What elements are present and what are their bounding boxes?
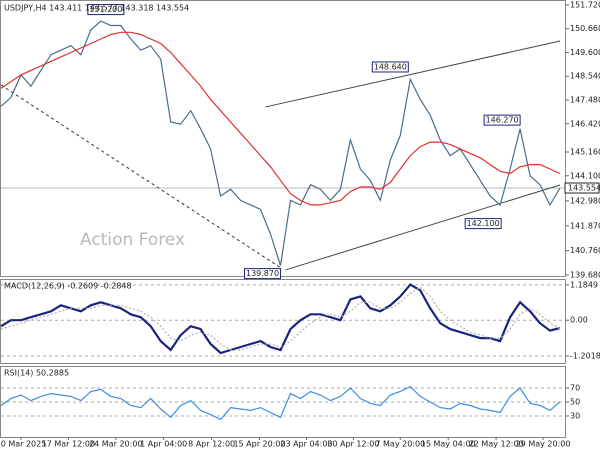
panel-title: USDJPY,H4 143.411 143.577 143.318 143.55… [4,4,189,13]
y-tick-label: 146.420 [570,119,600,128]
y-tick-label: 151.720 [570,0,600,9]
y-tick-label: 50 [570,398,580,407]
y-tick-label: 141.870 [570,221,600,230]
x-tick-label: 10 Mar 2025 [0,440,46,449]
annotation-box [371,61,409,73]
last-price-label: 143.554 [568,184,600,193]
y-tick-label: 30 [570,412,580,421]
annotation-label: 142.100 [467,219,500,228]
x-tick-label: 8 Apr 12:00 [188,440,235,449]
y-tick-label: 150.660 [570,24,600,33]
annotation-label: 148.640 [374,62,407,71]
series-line [0,20,561,266]
annotation-box [464,218,502,230]
series-line [0,283,561,355]
annotation-box [483,114,521,126]
y-tick-label: 149.600 [570,48,600,57]
x-tick-label: 7 May 20:00 [375,440,425,449]
y-tick-label: 145.160 [570,148,600,157]
series-line [0,286,561,351]
main-panel-frame [0,0,566,277]
y-tick-label: 70 [570,384,580,393]
last-price-box [564,182,600,194]
x-tick-label: 29 May 20:00 [516,440,571,449]
y-tick-label: 142.980 [570,196,600,205]
x-tick-label: 17 Mar 12:00 [42,440,95,449]
x-tick-label: 15 Apr 20:00 [233,440,285,449]
series-line [0,385,561,421]
macd-panel-frame [0,279,566,364]
y-tick-label: -1.2018 [570,352,600,361]
annotation-box [87,4,125,16]
trendline [0,84,281,269]
trendline [285,184,561,271]
annotation-label: 146.270 [486,116,519,125]
watermark: Action Forex [80,230,185,250]
annotation-box [244,268,282,280]
y-tick-label: 140.760 [570,246,600,255]
y-tick-label: 147.480 [570,95,600,104]
y-tick-label: 0.00 [570,316,588,325]
panel-title: RSI(14) 50.2885 [4,369,69,378]
annotation-label: 139.870 [246,269,279,278]
y-tick-label: 1.1849 [570,280,598,289]
y-tick-label: 144.100 [570,171,600,180]
x-tick-label: 22 May 12:00 [469,440,524,449]
trendline [265,40,561,108]
series-line [0,31,561,206]
y-tick-label: 139.680 [570,270,600,279]
x-tick-label: 1 Apr 04:00 [140,440,187,449]
x-tick-label: 15 May 04:00 [421,440,476,449]
x-tick-label: 24 Mar 20:00 [89,440,142,449]
x-tick-label: 30 Apr 12:00 [327,440,379,449]
panel-title: MACD(12,26,9) -0.2609 -0.2848 [4,282,132,291]
y-tick-label: 148.540 [570,72,600,81]
x-tick-label: 23 Apr 04:00 [280,440,332,449]
annotation-label: 151.200 [89,5,122,14]
